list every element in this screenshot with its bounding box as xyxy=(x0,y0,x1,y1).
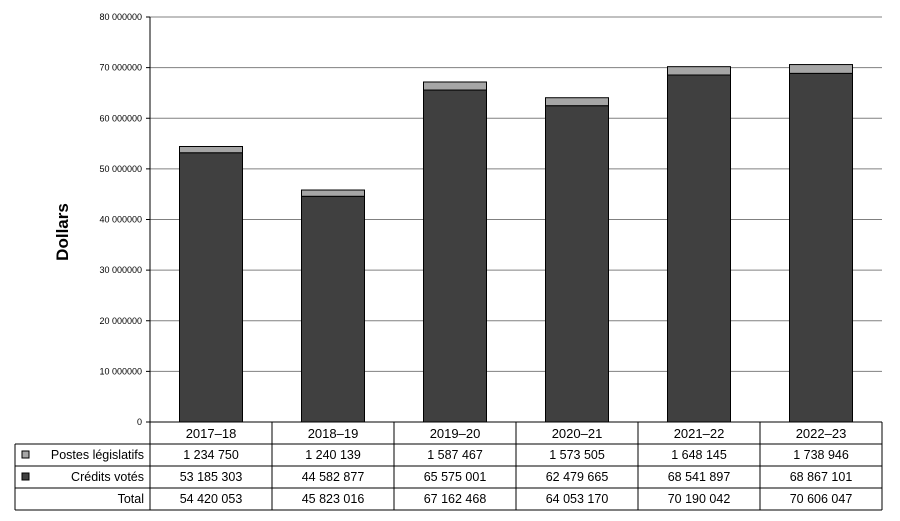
bar-credits-votes xyxy=(301,195,365,423)
bar-postes-legislatifs xyxy=(545,97,609,107)
cell-value: 68 867 101 xyxy=(790,470,853,484)
y-tick-label: 70 000000 xyxy=(99,63,142,73)
cell-value: 45 823 016 xyxy=(302,492,365,506)
y-tick-label: 0 xyxy=(137,417,142,427)
category-label: 2020–21 xyxy=(552,426,603,441)
bar-credits-votes xyxy=(179,152,243,423)
y-tick-label: 20 000000 xyxy=(99,316,142,326)
cell-value: 53 185 303 xyxy=(180,470,243,484)
cell-value: 44 582 877 xyxy=(302,470,365,484)
category-label: 2018–19 xyxy=(308,426,359,441)
cell-value: 1 234 750 xyxy=(183,448,239,462)
cell-value: 70 606 047 xyxy=(790,492,853,506)
cell-value: 68 541 897 xyxy=(668,470,731,484)
cell-value: 1 587 467 xyxy=(427,448,483,462)
category-label: 2019–20 xyxy=(430,426,481,441)
gridlines xyxy=(150,16,882,372)
legend-key xyxy=(21,472,30,481)
row-label: Crédits votés xyxy=(71,470,144,484)
y-tick-label: 60 000000 xyxy=(99,113,142,123)
data-table: 2017–18 2018–19 2019–20 2020–21 2021–22 2022–… xyxy=(14,422,883,511)
cell-value: 1 573 505 xyxy=(549,448,605,462)
row-label: Postes législatifs xyxy=(51,448,144,462)
cell-value: 1 738 946 xyxy=(793,448,849,462)
y-axis-label: Dollars xyxy=(53,203,72,261)
bar-credits-votes xyxy=(789,72,853,423)
cell-value: 65 575 001 xyxy=(424,470,487,484)
y-tick-label: 80 000000 xyxy=(99,12,142,22)
bar-postes-legislatifs xyxy=(423,81,487,91)
bar-postes-legislatifs xyxy=(789,64,853,74)
y-tick-label: 40 000000 xyxy=(99,215,142,225)
bars xyxy=(179,64,853,423)
category-label: 2021–22 xyxy=(674,426,725,441)
cell-value: 54 420 053 xyxy=(180,492,243,506)
category-label: 2017–18 xyxy=(186,426,237,441)
legend-key xyxy=(21,450,30,459)
cell-value: 62 479 665 xyxy=(546,470,609,484)
bar-credits-votes xyxy=(423,89,487,423)
cell-value: 1 240 139 xyxy=(305,448,361,462)
bar-postes-legislatifs xyxy=(301,189,365,197)
row-label: Total xyxy=(118,492,144,506)
cell-value: 1 648 145 xyxy=(671,448,727,462)
bar-credits-votes xyxy=(667,74,731,423)
y-axis-ticks: 0 10 000000 20 000000 30 000000 40 000000 50 … xyxy=(99,12,150,427)
y-tick-label: 30 000000 xyxy=(99,265,142,275)
cell-value: 67 162 468 xyxy=(424,492,487,506)
bar-credits-votes xyxy=(545,105,609,423)
cell-value: 64 053 170 xyxy=(546,492,609,506)
bar-postes-legislatifs xyxy=(667,66,731,76)
cell-value: 70 190 042 xyxy=(668,492,731,506)
y-tick-label: 10 000000 xyxy=(99,366,142,376)
y-tick-label: 50 000000 xyxy=(99,164,142,174)
bar-postes-legislatifs xyxy=(179,145,243,154)
category-label: 2022–23 xyxy=(796,426,847,441)
